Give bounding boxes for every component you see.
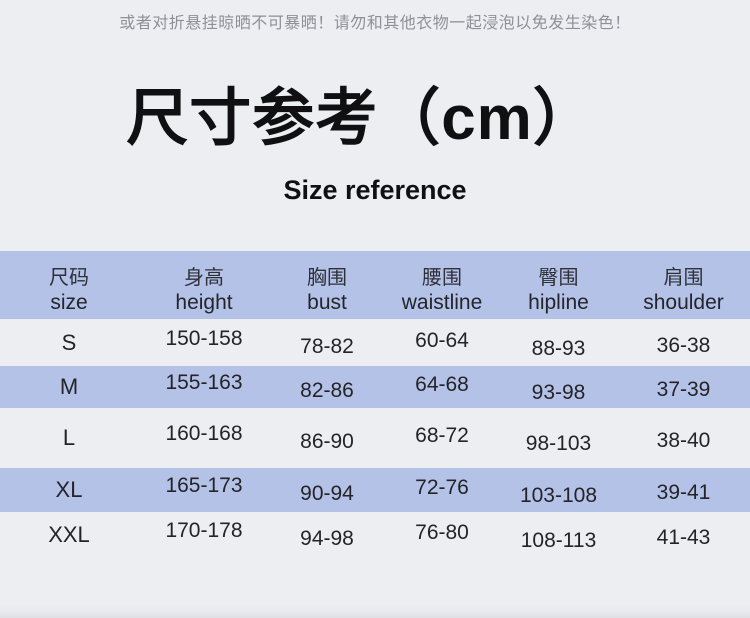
cell-size: XL bbox=[55, 477, 83, 502]
table-row-l: L 160-168 86-90 68-72 98-103 38-40 bbox=[0, 408, 750, 468]
table-row-s: S 150-158 78-82 60-64 88-93 36-38 bbox=[0, 319, 750, 366]
column-header-zh-label: 胸围 bbox=[307, 267, 347, 289]
column-header-zh-label: 肩围 bbox=[663, 267, 704, 289]
cell-height: 155-163 bbox=[165, 371, 243, 394]
column-header-zh-label: 臀围 bbox=[538, 267, 579, 289]
column-header-waistline: 腰围 waistline bbox=[384, 251, 500, 319]
cell-waistline: 68-72 bbox=[415, 424, 469, 447]
cell-size: L bbox=[62, 425, 76, 450]
cell-shoulder: 38-40 bbox=[656, 429, 711, 452]
cell-height: 170-178 bbox=[165, 519, 243, 542]
cell-size: XXL bbox=[48, 522, 90, 547]
cell-bust: 90-94 bbox=[300, 482, 354, 505]
page-subtitle: Size reference bbox=[283, 175, 467, 205]
cell-shoulder: 36-38 bbox=[656, 333, 711, 357]
cell-height: 150-158 bbox=[165, 326, 243, 350]
column-header-height: 身高 height bbox=[138, 251, 270, 319]
cell-size: S bbox=[61, 329, 77, 355]
cell-waistline: 60-64 bbox=[415, 328, 469, 352]
column-header-en-label: size bbox=[50, 291, 88, 314]
column-header-zh-label: 腰围 bbox=[422, 267, 462, 289]
size-table-body: S 150-158 78-82 60-64 88-93 36-38 M 155-163 82-8… bbox=[0, 319, 750, 558]
size-table: 尺码 size 身高 height 胸围 bust 腰围 waistline 臀围 hipline… bbox=[0, 251, 750, 558]
cell-height: 165-173 bbox=[165, 474, 243, 497]
table-row-xxl: XXL 170-178 94-98 76-80 108-113 41-43 bbox=[0, 512, 750, 558]
page-title: 尺寸参考（cm） bbox=[126, 84, 596, 153]
care-notice-text: 或者对折悬挂晾晒不可暴晒！请勿和其他衣物一起浸泡以免发生染色！ bbox=[119, 15, 631, 32]
column-header-size: 尺码 size bbox=[0, 251, 138, 319]
cell-hipline: 88-93 bbox=[531, 336, 586, 360]
cell-bust: 82-86 bbox=[300, 379, 354, 402]
column-header-zh-label: 身高 bbox=[184, 267, 224, 289]
cell-waistline: 64-68 bbox=[415, 373, 469, 396]
column-header-hipline: 臀围 hipline bbox=[500, 251, 617, 319]
cell-hipline: 98-103 bbox=[525, 432, 592, 455]
cell-bust: 86-90 bbox=[300, 430, 354, 453]
column-header-en-label: bust bbox=[307, 291, 347, 314]
cell-hipline: 93-98 bbox=[531, 381, 586, 404]
column-header-en-label: hipline bbox=[528, 291, 589, 314]
cell-waistline: 76-80 bbox=[415, 521, 469, 544]
column-header-shoulder: 肩围 shoulder bbox=[617, 251, 750, 319]
cell-shoulder: 37-39 bbox=[656, 378, 711, 401]
cell-bust: 78-82 bbox=[300, 334, 354, 358]
column-header-en-label: waistline bbox=[401, 291, 483, 314]
column-header-en-label: height bbox=[175, 291, 233, 314]
column-header-en-label: shoulder bbox=[643, 291, 724, 314]
size-table-header: 尺码 size 身高 height 胸围 bust 腰围 waistline 臀围 hipline… bbox=[0, 251, 750, 319]
cell-shoulder: 39-41 bbox=[656, 481, 711, 504]
cell-shoulder: 41-43 bbox=[656, 526, 711, 549]
column-header-bust: 胸围 bust bbox=[270, 251, 384, 319]
cell-height: 160-168 bbox=[165, 422, 243, 445]
cell-hipline: 108-113 bbox=[520, 529, 597, 552]
table-row-xl: XL 165-173 90-94 72-76 103-108 39-41 bbox=[0, 468, 750, 512]
section-divider bbox=[0, 604, 750, 618]
table-row-m: M 155-163 82-86 64-68 93-98 37-39 bbox=[0, 366, 750, 408]
cell-bust: 94-98 bbox=[300, 527, 354, 550]
column-header-zh-label: 尺码 bbox=[49, 267, 89, 289]
cell-hipline: 103-108 bbox=[519, 484, 598, 507]
cell-waistline: 72-76 bbox=[415, 476, 469, 499]
cell-size: M bbox=[59, 374, 79, 399]
